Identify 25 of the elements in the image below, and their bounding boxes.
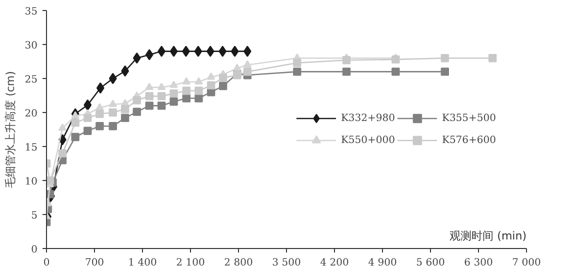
x-tick-label: 7 000 [512,258,541,268]
legend-label: K332+980 [340,112,395,124]
y-tick-label: 15 [24,142,38,154]
legend-label: K576+600 [442,134,496,146]
y-tick-label: 0 [31,244,38,256]
x-tick-label: 0 [43,258,50,268]
y-tick-label: 5 [31,210,38,222]
y-tick-label: 25 [24,74,38,86]
x-axis-title: 观测时间 (min) [450,230,527,242]
x-tick-label: 3 500 [272,258,301,268]
x-tick-label: 2 100 [176,258,205,268]
x-tick-label: 2 800 [224,258,253,268]
legend-label: K355+500 [442,112,496,124]
y-axis-title: 毛细管水上升高度 (cm) [4,71,17,188]
legend-label: K550+000 [340,134,395,146]
y-tick-label: 30 [24,40,38,52]
x-tick-label: 4 900 [368,258,397,268]
y-tick-label: 35 [24,6,38,18]
x-tick-label: 1 400 [128,258,157,268]
x-tick-label: 4 200 [320,258,349,268]
x-tick-label: 5 600 [416,258,445,268]
y-tick-label: 20 [24,108,38,120]
x-tick-label: 6 300 [464,258,493,268]
y-tick-label: 10 [24,176,38,188]
x-tick-label: 700 [84,258,104,268]
